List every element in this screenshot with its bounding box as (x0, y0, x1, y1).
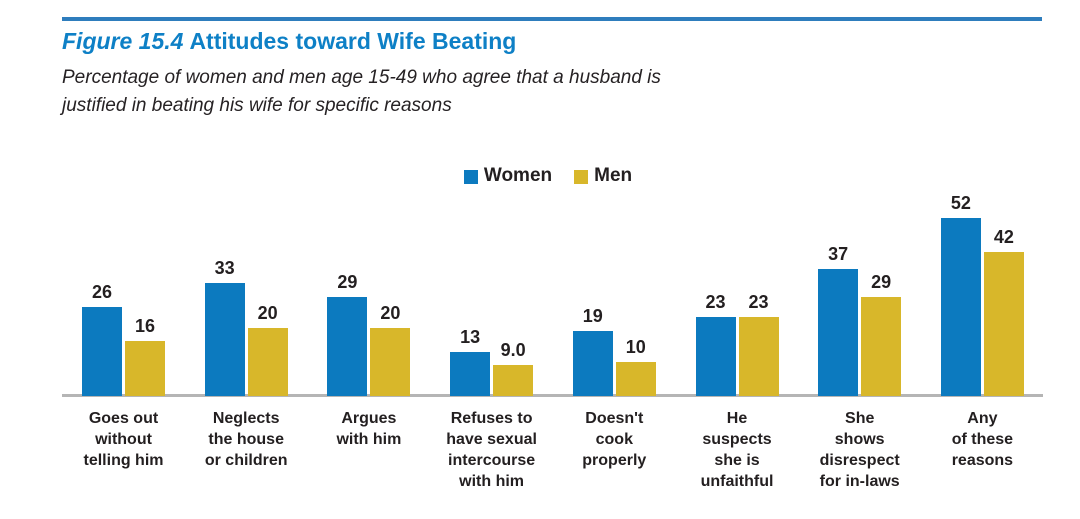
bar-men-group-6 (738, 317, 779, 396)
category-label-8: Any of these reasons (951, 410, 1014, 469)
value-label-men-group-8: 42 (993, 227, 1014, 247)
x-axis-line (62, 394, 1043, 397)
bar-men-group-1 (125, 341, 165, 396)
value-label-women-group-6: 23 (705, 292, 726, 312)
bar-women-group-6 (695, 317, 736, 396)
figure-subtitle: Percentage of women and men age 15-49 wh… (62, 64, 661, 120)
bar-men-group-8 (983, 252, 1024, 396)
category-label-4: Refuses to have sexual intercourse with … (446, 410, 537, 490)
legend-label-men: Men (594, 165, 633, 186)
figure-number: Figure 15.4 (62, 28, 184, 54)
value-label-men-group-5: 10 (625, 337, 646, 357)
legend-label-women: Women (483, 165, 553, 186)
legend-item-women: Women (463, 165, 553, 186)
figure-title: Figure 15.4 Attitudes toward Wife Beating (62, 28, 516, 55)
category-label-7: She shows disrespect for in-laws (819, 410, 900, 490)
value-label-women-group-1: 26 (91, 282, 113, 302)
value-label-women-group-4: 13 (460, 327, 481, 347)
category-label-3: Argues with him (336, 410, 402, 448)
category-label-1: Goes out without telling him (83, 410, 164, 469)
top-rule-divider (62, 17, 1042, 21)
bar-women-group-8 (940, 218, 981, 396)
value-label-men-group-3: 20 (380, 303, 401, 323)
category-label-2: Neglects the house or children (204, 410, 288, 469)
value-label-men-group-7: 29 (871, 272, 892, 292)
subtitle-line-2: justified in beating his wife for specif… (62, 95, 452, 116)
value-label-women-group-3: 29 (337, 272, 358, 292)
figure-title-text: Attitudes toward Wife Beating (189, 28, 517, 54)
subtitle-line-1: Percentage of women and men age 15-49 wh… (62, 67, 661, 88)
category-label-5: Doesn't cook properly (582, 410, 647, 469)
bar-men-group-5 (615, 362, 656, 396)
bar-women-group-4 (450, 352, 491, 396)
bar-women-group-1 (82, 307, 122, 396)
bar-men-group-7 (861, 297, 902, 396)
value-label-women-group-2: 33 (214, 258, 235, 278)
value-label-women-group-8: 52 (950, 193, 971, 213)
value-label-men-group-4: 9.0 (500, 340, 526, 360)
value-label-women-group-7: 37 (828, 244, 849, 264)
bar-men-group-4 (493, 365, 534, 396)
bar-women-group-3 (327, 297, 368, 396)
bar-women-group-7 (818, 269, 859, 396)
value-label-men-group-1: 16 (134, 316, 156, 336)
value-label-men-group-2: 20 (257, 303, 278, 323)
bar-men-group-2 (247, 328, 288, 396)
bar-women-group-2 (204, 283, 245, 396)
category-label-6: He suspects she is unfaithful (700, 410, 774, 490)
bar-women-group-5 (572, 331, 613, 396)
legend-swatch-men (574, 170, 589, 184)
value-label-men-group-6: 23 (748, 292, 769, 312)
bar-men-group-3 (370, 328, 411, 396)
value-label-women-group-5: 19 (582, 306, 603, 326)
legend-item-men: Men (574, 165, 633, 186)
legend-swatch-women (463, 170, 478, 184)
chart-legend: Women Men (8, 165, 1080, 186)
